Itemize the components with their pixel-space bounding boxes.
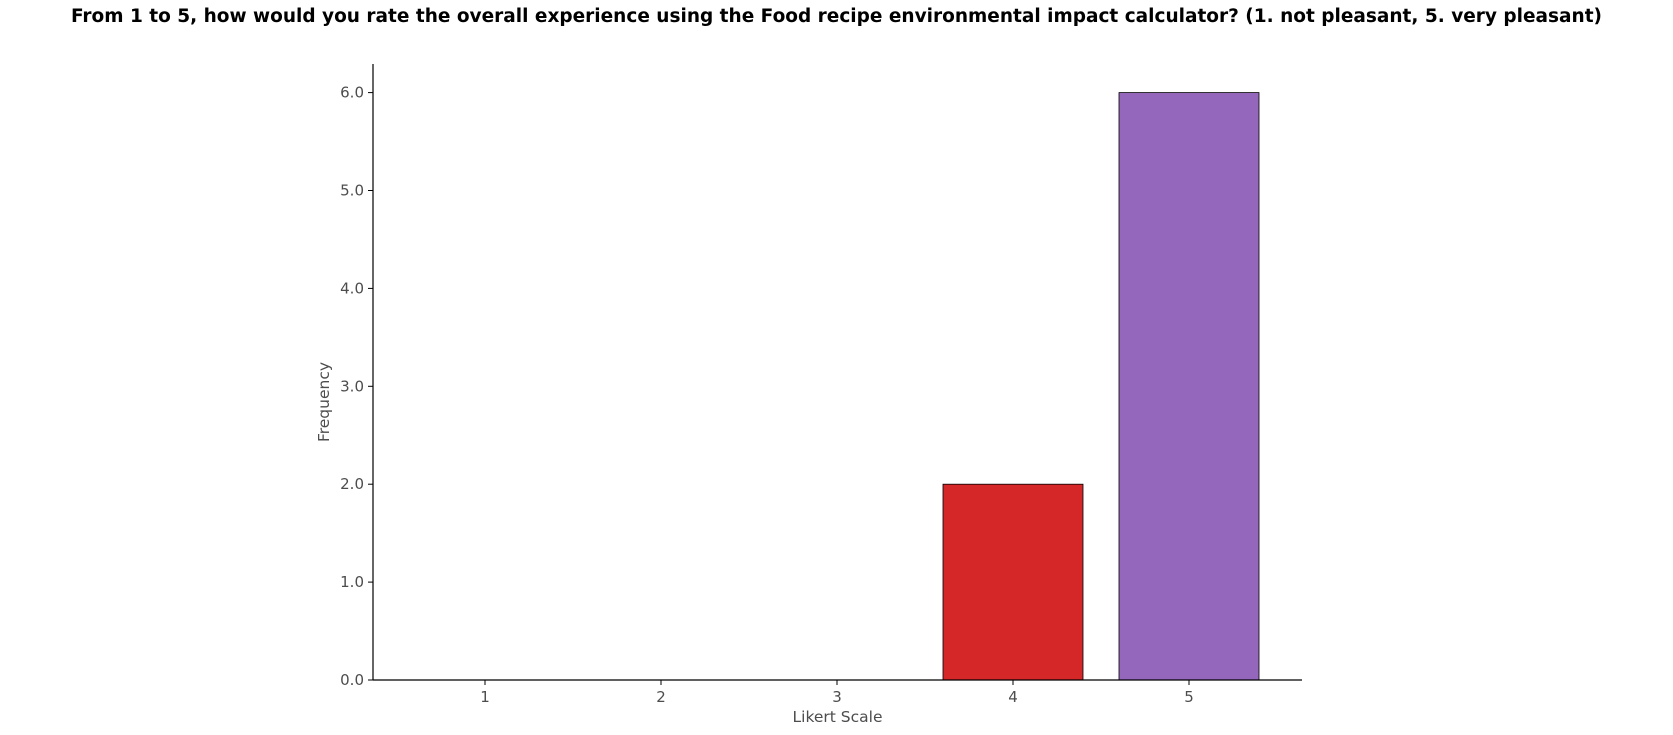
bar-4 — [942, 483, 1084, 681]
bars-layer — [942, 92, 1260, 681]
x-tick-label-4: 4 — [1008, 688, 1018, 706]
chart-title: From 1 to 5, how would you rate the over… — [70, 6, 1603, 27]
y-tick-label-6: 6.0 — [340, 84, 364, 102]
bar-5 — [1118, 92, 1260, 681]
x-tick-label-5: 5 — [1184, 688, 1194, 706]
x-ticks: 1 2 3 4 5 — [480, 680, 1194, 706]
x-tick-label-2: 2 — [656, 688, 666, 706]
y-tick-label-0: 0.0 — [340, 671, 364, 689]
x-tick-label-1: 1 — [480, 688, 490, 706]
y-tick-label-5: 5.0 — [340, 182, 364, 200]
y-tick-label-1: 1.0 — [340, 573, 364, 591]
y-tick-label-2: 2.0 — [340, 475, 364, 493]
y-axis-label: Frequency — [315, 362, 333, 442]
x-tick-label-3: 3 — [832, 688, 842, 706]
y-tick-label-3: 3.0 — [340, 377, 364, 395]
x-axis-label: Likert Scale — [793, 708, 883, 726]
y-tick-label-4: 4.0 — [340, 279, 364, 297]
y-ticks: 0.0 1.0 2.0 3.0 4.0 5.0 6.0 — [340, 84, 373, 689]
